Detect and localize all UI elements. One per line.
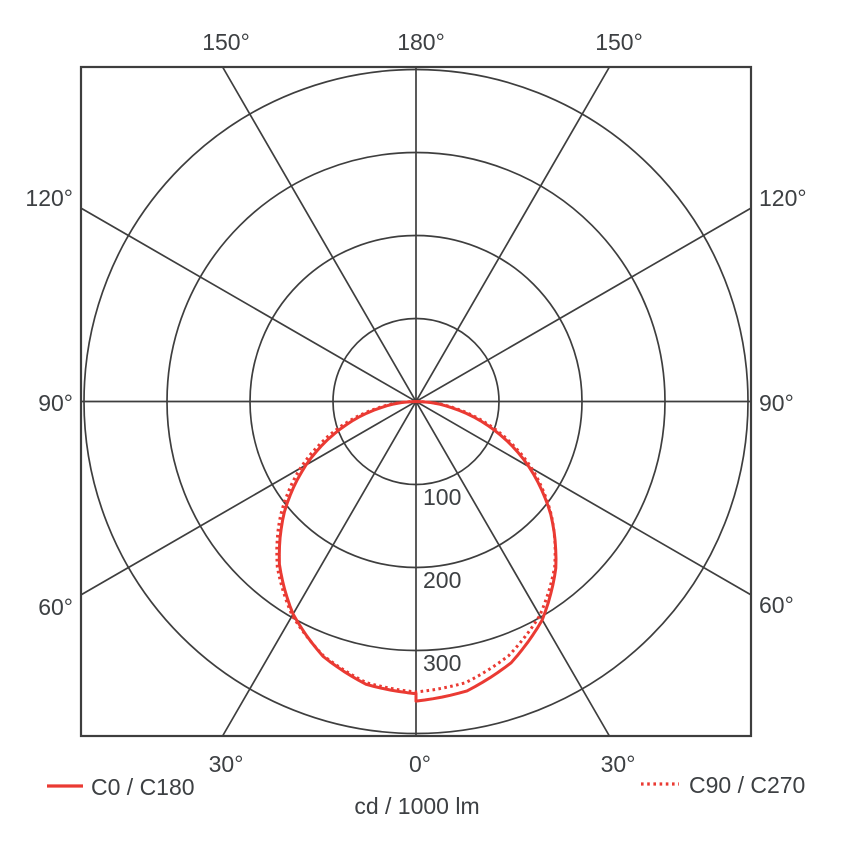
- angle-label-top-1: 180°: [397, 29, 445, 55]
- angle-label-left-2: 60°: [38, 594, 73, 620]
- axis-labels: 100 200 300 150° 180° 150° 30° 0° 30° 120° 90° 60° 1…: [25, 29, 806, 777]
- legend-c0-label: C0 / C180: [91, 774, 195, 800]
- angle-label-right-0: 120°: [759, 185, 807, 211]
- angle-label-left-0: 120°: [25, 185, 73, 211]
- legend-c90-label: C90 / C270: [689, 772, 805, 798]
- angle-label-bottom-1: 0°: [409, 751, 431, 777]
- angle-label-top-2: 150°: [595, 29, 643, 55]
- ring-label-200: 200: [423, 567, 461, 593]
- angle-label-bottom-0: 30°: [209, 751, 244, 777]
- curve-c90-c270: [275, 400, 557, 694]
- legend: C0 / C180 C90 / C270: [47, 772, 805, 800]
- angle-label-left-1: 90°: [38, 390, 73, 416]
- curve-c0-c180: [277, 400, 558, 703]
- angle-label-right-2: 60°: [759, 592, 794, 618]
- distribution-curves: [275, 400, 558, 703]
- ring-label-100: 100: [423, 484, 461, 510]
- angle-label-bottom-2: 30°: [601, 751, 636, 777]
- angle-label-right-1: 90°: [759, 390, 794, 416]
- angle-label-top-0: 150°: [202, 29, 250, 55]
- radial-unit-label: cd / 1000 lm: [354, 793, 479, 819]
- ring-label-300: 300: [423, 650, 461, 676]
